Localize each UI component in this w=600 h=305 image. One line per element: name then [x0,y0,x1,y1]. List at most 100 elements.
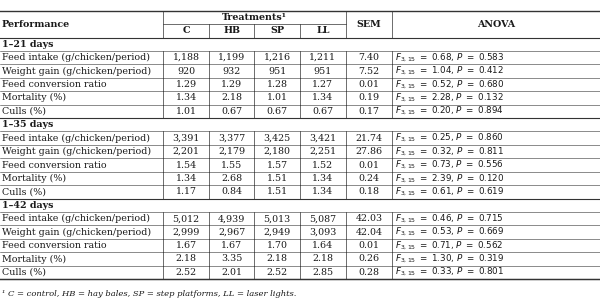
Text: Mortality (%): Mortality (%) [2,254,66,264]
Text: 1.34: 1.34 [312,174,334,183]
Text: 2,251: 2,251 [309,147,337,156]
Text: Feed conversion ratio: Feed conversion ratio [2,80,106,89]
Text: 0.17: 0.17 [359,107,380,116]
Text: 1,188: 1,188 [173,53,199,62]
Text: 4,939: 4,939 [218,214,245,223]
Text: 2.52: 2.52 [175,268,197,277]
Text: 0.01: 0.01 [359,80,380,89]
Text: 1.01: 1.01 [176,107,197,116]
Text: 951: 951 [314,66,332,76]
Text: Feed conversion ratio: Feed conversion ratio [2,160,106,170]
Text: Feed conversion ratio: Feed conversion ratio [2,241,106,250]
Text: 2.01: 2.01 [221,268,242,277]
Text: 1.17: 1.17 [176,187,197,196]
Text: $\mathit{F}_{3,15}$ $=$ 0.71, $\mathit{P}$ $=$ 0.562: $\mathit{F}_{3,15}$ $=$ 0.71, $\mathit{P… [395,239,504,252]
Text: HB: HB [223,26,240,35]
Text: $\mathit{F}_{3,15}$ $=$ 0.20, $\mathit{P}$ $=$ 0.894: $\mathit{F}_{3,15}$ $=$ 0.20, $\mathit{P… [395,105,504,117]
Text: $\mathit{F}_{3,15}$ $=$ 1.30, $\mathit{P}$ $=$ 0.319: $\mathit{F}_{3,15}$ $=$ 1.30, $\mathit{P… [395,253,505,265]
Text: 1–42 days: 1–42 days [2,201,53,210]
Text: ¹ C = control, HB = hay bales, SP = step platforms, LL = laser lights.: ¹ C = control, HB = hay bales, SP = step… [2,290,296,298]
Text: $\mathit{F}_{3,15}$ $=$ 0.33, $\mathit{P}$ $=$ 0.801: $\mathit{F}_{3,15}$ $=$ 0.33, $\mathit{P… [395,266,505,278]
Text: Culls (%): Culls (%) [2,187,46,196]
Text: 42.03: 42.03 [355,214,383,223]
Text: 1.34: 1.34 [312,93,334,102]
Text: 1.52: 1.52 [312,160,334,170]
Text: 1.34: 1.34 [312,187,334,196]
Text: C: C [182,26,190,35]
Text: 2,179: 2,179 [218,147,245,156]
Text: 21.74: 21.74 [355,134,383,143]
Text: 0.26: 0.26 [358,254,380,264]
Text: Feed intake (g/chicken/period): Feed intake (g/chicken/period) [2,214,150,223]
Text: Feed intake (g/chicken/period): Feed intake (g/chicken/period) [2,53,150,62]
Text: 2.18: 2.18 [221,93,242,102]
Text: Feed intake (g/chicken/period): Feed intake (g/chicken/period) [2,134,150,143]
Text: 2.85: 2.85 [312,268,334,277]
Text: 1.29: 1.29 [175,80,197,89]
Text: 0.67: 0.67 [221,107,242,116]
Text: Mortality (%): Mortality (%) [2,93,66,102]
Text: $\mathit{F}_{3,15}$ $=$ 2.28, $\mathit{P}$ $=$ 0.132: $\mathit{F}_{3,15}$ $=$ 2.28, $\mathit{P… [395,92,504,104]
Text: 3,377: 3,377 [218,134,245,143]
Text: Weight gain (g/chicken/period): Weight gain (g/chicken/period) [2,147,151,156]
Text: 5,087: 5,087 [309,214,337,223]
Text: 3,421: 3,421 [309,134,337,143]
Text: 2.68: 2.68 [221,174,242,183]
Text: ANOVA: ANOVA [477,20,515,29]
Text: 5,012: 5,012 [172,214,200,223]
Text: 0.84: 0.84 [221,187,242,196]
Text: 1,216: 1,216 [263,53,291,62]
Text: 0.18: 0.18 [359,187,380,196]
Text: 0.01: 0.01 [359,241,380,250]
Text: Weight gain (g/chicken/period): Weight gain (g/chicken/period) [2,228,151,237]
Text: Weight gain (g/chicken/period): Weight gain (g/chicken/period) [2,66,151,76]
Text: 2.52: 2.52 [266,268,288,277]
Text: 920: 920 [177,66,195,76]
Text: 42.04: 42.04 [355,228,383,237]
Text: 3.35: 3.35 [221,254,242,264]
Text: $\mathit{F}_{3,15}$ $=$ 0.53, $\mathit{P}$ $=$ 0.669: $\mathit{F}_{3,15}$ $=$ 0.53, $\mathit{P… [395,226,505,238]
Text: 0.67: 0.67 [312,107,334,116]
Text: 2,180: 2,180 [264,147,290,156]
Text: $\mathit{F}_{3,15}$ $=$ 0.25, $\mathit{P}$ $=$ 0.860: $\mathit{F}_{3,15}$ $=$ 0.25, $\mathit{P… [395,132,504,144]
Text: 1.29: 1.29 [221,80,242,89]
Text: 27.86: 27.86 [355,147,383,156]
Text: LL: LL [316,26,329,35]
Text: 0.24: 0.24 [359,174,380,183]
Text: 1.34: 1.34 [175,93,197,102]
Text: 1.57: 1.57 [266,160,288,170]
Text: SEM: SEM [356,20,382,29]
Text: $\mathit{F}_{3,15}$ $=$ 0.61, $\mathit{P}$ $=$ 0.619: $\mathit{F}_{3,15}$ $=$ 0.61, $\mathit{P… [395,186,505,198]
Text: $\mathit{F}_{3,15}$ $=$ 0.32, $\mathit{P}$ $=$ 0.811: $\mathit{F}_{3,15}$ $=$ 0.32, $\mathit{P… [395,145,505,158]
Text: 7.40: 7.40 [359,53,380,62]
Text: 2.18: 2.18 [176,254,197,264]
Text: Culls (%): Culls (%) [2,107,46,116]
Text: 0.01: 0.01 [359,160,380,170]
Text: SP: SP [270,26,284,35]
Text: 1.67: 1.67 [221,241,242,250]
Text: 2,999: 2,999 [172,228,200,237]
Text: 1.28: 1.28 [266,80,288,89]
Text: 2,949: 2,949 [263,228,291,237]
Text: 932: 932 [223,66,241,76]
Text: 3,425: 3,425 [263,134,291,143]
Text: 2,967: 2,967 [218,228,245,237]
Text: Performance: Performance [2,20,70,29]
Text: 5,013: 5,013 [263,214,291,223]
Text: 1.51: 1.51 [266,187,288,196]
Text: Mortality (%): Mortality (%) [2,174,66,183]
Text: 2.18: 2.18 [313,254,334,264]
Text: 3,093: 3,093 [309,228,337,237]
Text: 1,211: 1,211 [310,53,337,62]
Text: 1.55: 1.55 [221,160,242,170]
Text: 1.64: 1.64 [312,241,334,250]
Text: 1.51: 1.51 [266,174,288,183]
Text: 0.67: 0.67 [266,107,288,116]
Text: 1,199: 1,199 [218,53,245,62]
Text: $\mathit{F}_{3,15}$ $=$ 1.04, $\mathit{P}$ $=$ 0.412: $\mathit{F}_{3,15}$ $=$ 1.04, $\mathit{P… [395,65,505,77]
Text: 951: 951 [268,66,286,76]
Text: $\mathit{F}_{3,15}$ $=$ 0.68, $\mathit{P}$ $=$ 0.583: $\mathit{F}_{3,15}$ $=$ 0.68, $\mathit{P… [395,52,505,64]
Text: $\mathit{F}_{3,15}$ $=$ 2.39, $\mathit{P}$ $=$ 0.120: $\mathit{F}_{3,15}$ $=$ 2.39, $\mathit{P… [395,172,505,185]
Text: 7.52: 7.52 [358,66,380,76]
Text: Culls (%): Culls (%) [2,268,46,277]
